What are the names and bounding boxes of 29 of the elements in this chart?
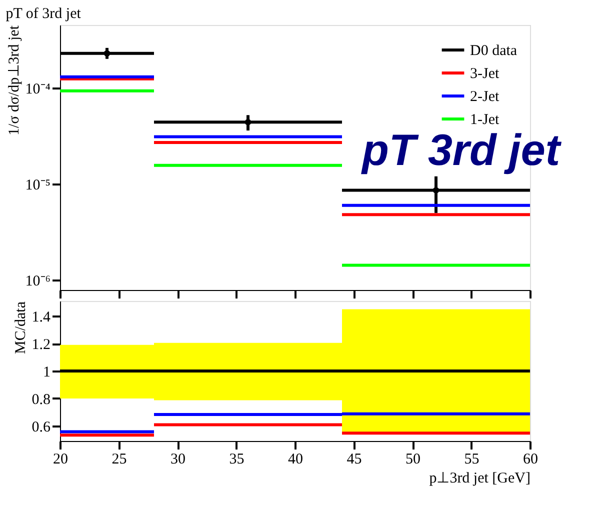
y-tick-label: 10⁻⁵	[25, 177, 50, 194]
x-tick-label: 30	[170, 452, 186, 468]
point	[432, 187, 440, 194]
x-tick-label: 45	[346, 452, 362, 468]
x-tick-label: 50	[406, 452, 420, 468]
x-tick-label: 20	[53, 452, 68, 468]
y-tick-label: 0.8	[32, 392, 50, 408]
chart-title: pT of 3rd jet	[6, 6, 82, 22]
y-tick-label: 0.6	[32, 419, 51, 436]
y-tick-label: 1.4	[32, 310, 51, 326]
y-tick-label: 10⁻⁴	[25, 81, 50, 98]
annotation: pT 3rd jet	[360, 126, 562, 176]
x-tick-label: 40	[288, 452, 303, 468]
x-axis-title: p⊥3rd jet [GeV]	[429, 470, 530, 486]
legend-label: 2-Jet	[470, 89, 500, 105]
x-tick-label: 25	[112, 452, 127, 468]
y-axis-title: 1/σ dσ/dp⊥3rd jet	[6, 24, 22, 136]
point	[244, 118, 252, 126]
x-tick-label: 35	[229, 452, 244, 468]
y-tick-label: 10⁻⁶	[25, 274, 50, 290]
x-tick-label: 60	[523, 452, 538, 468]
y-tick-label: 1.2	[32, 337, 50, 354]
y-axis-title: MC/data	[12, 301, 29, 354]
legend-label: D0 data	[470, 43, 518, 59]
point	[104, 50, 110, 57]
y-tick-label: 1	[43, 364, 50, 380]
legend-label: 1-Jet	[470, 112, 500, 128]
x-tick-label: 55	[464, 452, 480, 468]
legend-label: 3-Jet	[470, 66, 500, 82]
